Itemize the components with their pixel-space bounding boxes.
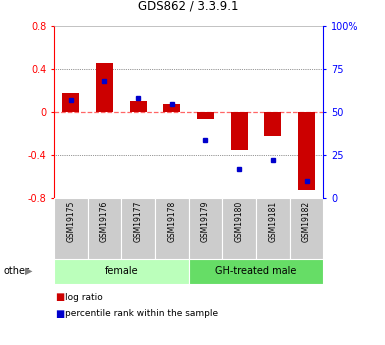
Text: female: female	[104, 266, 138, 276]
Text: percentile rank within the sample: percentile rank within the sample	[65, 309, 218, 318]
Bar	[264, 112, 281, 136]
Text: log ratio: log ratio	[65, 293, 102, 302]
Bar	[223, 198, 256, 259]
Bar	[231, 112, 248, 150]
Bar	[96, 62, 113, 112]
Bar	[88, 198, 121, 259]
Text: GH-treated male: GH-treated male	[215, 266, 297, 276]
Bar	[54, 259, 189, 284]
Text: ▶: ▶	[25, 266, 33, 276]
Bar	[189, 259, 323, 284]
Text: GSM19175: GSM19175	[66, 201, 75, 242]
Bar	[155, 198, 189, 259]
Bar	[197, 112, 214, 119]
Text: GSM19182: GSM19182	[302, 201, 311, 242]
Text: GSM19178: GSM19178	[167, 201, 176, 242]
Bar	[130, 101, 147, 112]
Text: GSM19177: GSM19177	[134, 201, 142, 242]
Text: other: other	[4, 266, 30, 276]
Text: GSM19181: GSM19181	[268, 201, 277, 242]
Text: GSM19179: GSM19179	[201, 201, 210, 242]
Bar	[121, 198, 155, 259]
Bar	[256, 198, 290, 259]
Bar	[54, 198, 88, 259]
Bar	[163, 104, 180, 112]
Bar	[298, 112, 315, 190]
Text: ■: ■	[55, 293, 64, 302]
Bar	[290, 198, 323, 259]
Text: GSM19180: GSM19180	[235, 201, 244, 242]
Bar	[189, 198, 223, 259]
Text: GDS862 / 3.3.9.1: GDS862 / 3.3.9.1	[138, 0, 239, 12]
Text: GSM19176: GSM19176	[100, 201, 109, 242]
Bar	[62, 93, 79, 112]
Text: ■: ■	[55, 309, 64, 318]
